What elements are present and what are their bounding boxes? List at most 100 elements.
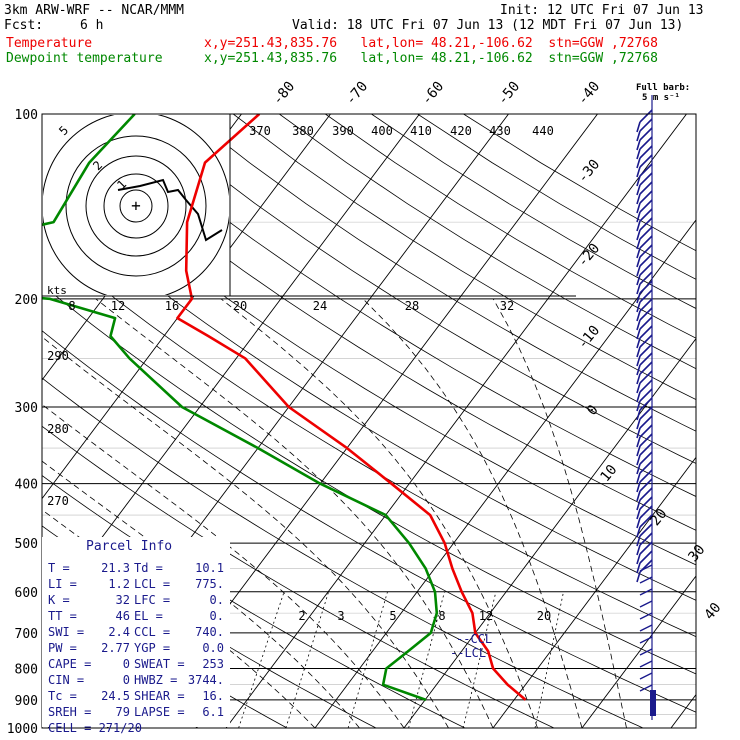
wind-barb — [639, 424, 653, 438]
dry-adiabat — [232, 114, 696, 401]
wind-barb-tick — [636, 121, 641, 133]
wind-barb-tick — [636, 130, 641, 142]
wind-barb — [639, 478, 653, 492]
wind-barb-tick — [636, 328, 641, 340]
parcel-info-key: CIN = — [48, 673, 85, 687]
hodograph-ring — [85, 155, 187, 257]
moist-adiabat — [42, 336, 449, 728]
wind-barb-tick — [636, 499, 641, 511]
wind-barb-tick — [636, 274, 641, 286]
wind-barb-tick — [636, 301, 641, 313]
parcel-info-key: HWBZ = — [134, 673, 178, 687]
wind-barb — [639, 199, 653, 213]
ccl-label: --CCL — [456, 632, 492, 646]
pressure-tick-label: 600 — [15, 586, 38, 601]
parcel-info-value: 775. — [195, 577, 224, 591]
valid-time: Valid: 18 UTC Fri 07 Jun 13 (12 MDT Fri … — [292, 18, 684, 33]
dry-adiabat — [279, 114, 696, 370]
wind-barb — [639, 145, 653, 159]
wind-barb — [639, 325, 653, 339]
wind-barb — [639, 352, 653, 366]
parcel-info-value: 21.3 — [101, 561, 130, 575]
theta-label: 400 — [371, 124, 393, 138]
wind-barb — [639, 226, 653, 240]
parcel-info-key: LAPSE = — [134, 705, 185, 719]
wind-barb — [639, 208, 653, 222]
parcel-info-key: Tc = — [48, 689, 77, 703]
theta-label: 380 — [292, 124, 314, 138]
wind-barb-tick — [636, 220, 641, 232]
pressure-tick-label: 800 — [15, 662, 38, 677]
hodograph-trace — [117, 178, 223, 242]
parcel-info-key: K = — [48, 593, 70, 607]
temperature-profile — [176, 114, 527, 701]
dry-adiabat — [42, 149, 696, 566]
hodograph-speed-label: 24 — [313, 299, 327, 313]
mixing-ratio-line — [347, 591, 388, 728]
wind-barb-tick — [636, 202, 641, 214]
parcel-info-value: 0. — [209, 593, 224, 607]
isotherm — [42, 114, 331, 500]
pressure-tick-label: 700 — [15, 627, 38, 642]
wind-barb — [639, 307, 653, 321]
wind-barb — [639, 109, 653, 123]
mixing-ratio-line — [462, 591, 497, 728]
parcel-info-row: T = 21.3 Td = 10.1 — [48, 561, 228, 577]
wind-barb — [639, 136, 653, 150]
dry-adiabat — [42, 425, 555, 728]
parcel-info-key: PW = — [48, 641, 77, 655]
wind-barb-tick — [636, 553, 641, 565]
wind-barb — [639, 271, 653, 285]
wind-barb-tick — [636, 229, 641, 241]
wind-barb-tick — [636, 454, 641, 466]
wind-barb-tick — [636, 427, 641, 439]
mixing-ratio-line — [285, 591, 329, 728]
wind-barb-tick — [636, 292, 641, 304]
isotherm — [225, 114, 687, 728]
dry-adiabat — [42, 283, 696, 675]
wind-barb-tick — [636, 211, 641, 223]
mixing-ratio-line — [408, 591, 445, 728]
wind-barb — [639, 316, 653, 330]
pressure-tick-label: 200 — [15, 293, 38, 308]
wind-barb — [639, 262, 653, 276]
isotherm-label: -10 — [575, 323, 604, 353]
wind-barb-tick — [636, 373, 641, 385]
wind-barb — [639, 172, 653, 186]
wind-barb-tick — [636, 436, 641, 448]
pressure-tick-label: 300 — [15, 401, 38, 416]
wind-barb — [639, 487, 653, 501]
parcel-info-value: 0. — [209, 609, 224, 623]
dry-adiabat — [140, 114, 696, 464]
wind-barb-tick — [636, 544, 641, 556]
hodograph-speed-label: 32 — [500, 299, 514, 313]
parcel-info-row: PW = 2.77 YGP = 0.0 — [48, 641, 228, 657]
wind-barb — [639, 550, 653, 564]
forecast-label: Fcst: — [4, 18, 44, 33]
dewpoint-legend-name: Dewpoint temperature — [6, 51, 163, 66]
wind-barb-tick — [636, 400, 641, 412]
mixing-ratio-label: 20 — [537, 609, 551, 623]
parcel-info-key: LI = — [48, 577, 77, 591]
parcel-info-value: 16. — [202, 689, 224, 703]
parcel-info-key: SWEAT = — [134, 657, 185, 671]
parcel-info-row: SWI = 2.4 CCL = 740. — [48, 625, 228, 641]
wind-barb-tick — [636, 166, 641, 178]
hodograph-speed-label: 16 — [165, 299, 179, 313]
wind-barb-tick — [636, 571, 641, 583]
parcel-info-value: 2.77 — [101, 641, 130, 655]
wind-barb — [639, 334, 653, 348]
isotherm — [581, 575, 696, 728]
parcel-info-row: SREH = 79 LAPSE = 6.1 — [48, 705, 228, 721]
moist-adiabat — [95, 298, 494, 728]
wind-barb-tick — [636, 184, 641, 196]
wind-barb — [639, 244, 653, 258]
dry-adiabat — [42, 377, 644, 728]
wind-barb-low — [639, 684, 653, 692]
wind-barb-tick — [636, 238, 641, 250]
wind-barb-low — [639, 636, 653, 644]
theta-label: 430 — [489, 124, 511, 138]
parcel-info-row: LI = 1.2 LCL = 775. — [48, 577, 228, 593]
wind-barb — [639, 154, 653, 168]
